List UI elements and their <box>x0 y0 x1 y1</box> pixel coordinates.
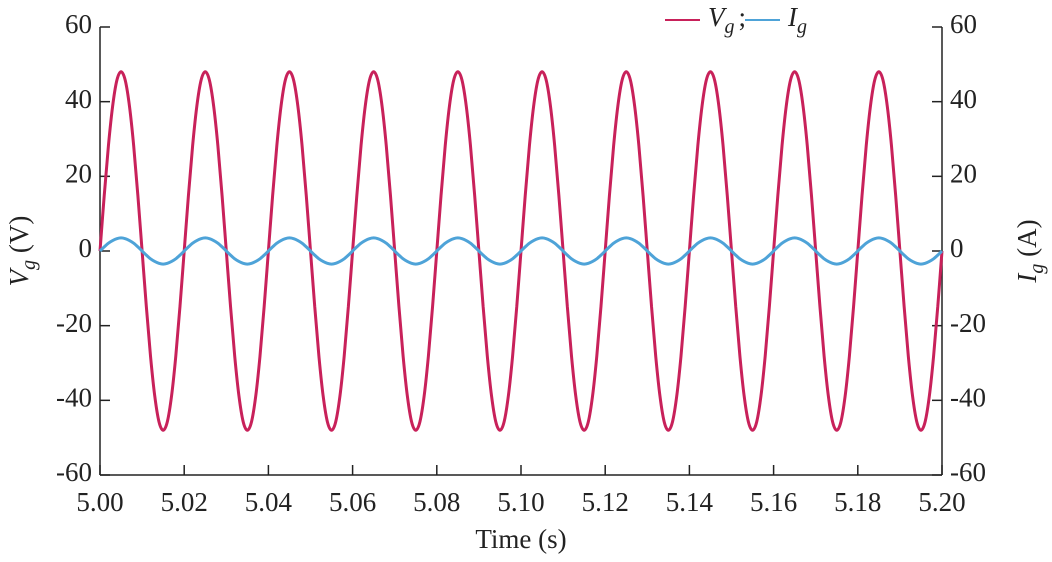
legend-symbol: I <box>787 2 799 32</box>
legend-label: Vg; <box>708 2 746 37</box>
legend-symbol: V <box>708 2 728 32</box>
y2-axis-title-symbol: I <box>1012 272 1042 284</box>
y2-tick-label: -20 <box>950 308 986 338</box>
y2-axis-title: Ig (A) <box>1012 219 1047 283</box>
y-tick-label: 40 <box>65 84 92 114</box>
x-tick-label: 5.18 <box>834 487 881 517</box>
y-tick-label: -60 <box>56 457 92 487</box>
y2-tick-label: -40 <box>950 383 986 413</box>
legend-separator: ; <box>739 2 747 32</box>
y2-tick-label: 40 <box>950 84 977 114</box>
y2-tick-label: -60 <box>950 457 986 487</box>
y-axis-title-unit: (V) <box>4 216 34 260</box>
legend-subscript: g <box>797 16 807 38</box>
legend-label: Ig <box>787 2 807 37</box>
y-tick-label: -40 <box>56 383 92 413</box>
y-axis-title-symbol: V <box>4 266 34 286</box>
x-tick-label: 5.10 <box>497 487 544 517</box>
x-tick-label: 5.04 <box>245 487 293 517</box>
y-axis-title: Vg (V) <box>4 216 39 287</box>
legend-subscript: g <box>725 16 735 38</box>
y2-tick-label: 20 <box>950 159 977 189</box>
y-tick-label: 20 <box>65 159 92 189</box>
x-axis-title: Time (s) <box>475 524 566 554</box>
y-tick-label: 60 <box>65 9 92 39</box>
y2-axis-title-unit: (A) <box>1012 219 1042 263</box>
y2-tick-label: 60 <box>950 9 977 39</box>
x-tick-label: 5.20 <box>918 487 965 517</box>
series-line <box>98 236 944 266</box>
y-tick-label: -20 <box>56 308 92 338</box>
x-tick-label: 5.12 <box>582 487 629 517</box>
x-tick-label: 5.00 <box>76 487 123 517</box>
x-tick-label: 5.02 <box>161 487 208 517</box>
y-axis-title-subscript: g <box>18 260 40 270</box>
x-tick-label: 5.06 <box>329 487 376 517</box>
x-tick-label: 5.14 <box>666 487 714 517</box>
y2-tick-label: 0 <box>950 233 964 263</box>
x-tick-label: 5.08 <box>413 487 460 517</box>
y-tick-label: 0 <box>79 233 93 263</box>
y2-axis-title-subscript: g <box>1026 264 1048 274</box>
x-tick-label: 5.16 <box>750 487 797 517</box>
